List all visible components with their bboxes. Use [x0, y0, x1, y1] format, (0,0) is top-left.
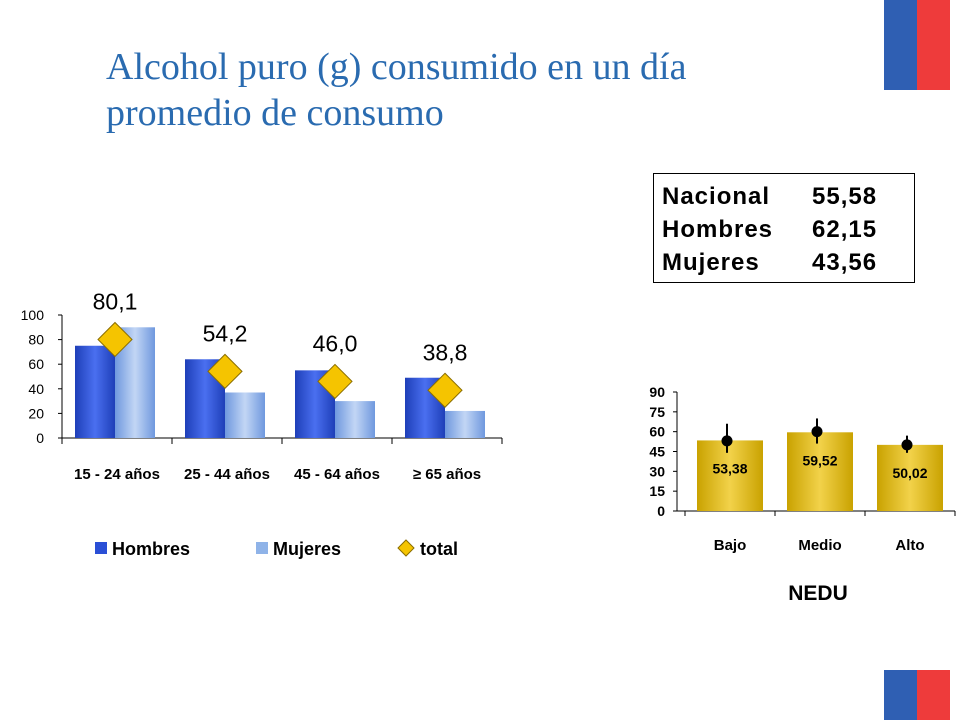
y-tick-label: 40: [28, 381, 44, 397]
data-label-total: 46,0: [313, 330, 358, 356]
legend-swatch-mujeres: [256, 542, 268, 554]
y-tick-label: 0: [657, 503, 665, 519]
y-tick-label: 90: [649, 384, 665, 400]
x-category-label: 45 - 64 años: [294, 466, 380, 483]
bar-nedu: [877, 444, 943, 511]
summary-table: Nacional 55,58 Hombres 62,15 Mujeres 43,…: [653, 173, 915, 283]
error-point: [721, 435, 733, 447]
y-tick-label: 75: [649, 404, 665, 420]
flag-red-stripe: [917, 670, 950, 720]
data-label-total: 54,2: [203, 320, 248, 346]
marker-total: [97, 321, 133, 358]
y-tick-label: 15: [649, 483, 665, 499]
legend-label-hombres: Hombres: [112, 539, 190, 559]
error-point: [811, 426, 823, 438]
flag-red-stripe: [917, 0, 950, 90]
bar-mujeres: [335, 401, 375, 438]
y-tick-label: 60: [649, 424, 665, 440]
x-category-label: Bajo: [714, 537, 747, 554]
flag-blue-stripe: [884, 0, 917, 90]
summary-row: Mujeres 43,56: [662, 246, 906, 279]
marker-total: [207, 353, 243, 390]
summary-row: Hombres 62,15: [662, 213, 906, 246]
y-tick-label: 80: [28, 332, 44, 348]
bar-nedu: [697, 440, 763, 511]
data-label-total: 80,1: [93, 288, 138, 314]
summary-row: Nacional 55,58: [662, 180, 906, 213]
marker-total: [427, 372, 463, 408]
bar-hombres: [75, 345, 115, 438]
legend-label-total: total: [420, 539, 458, 559]
x-category-label: ≥ 65 años: [413, 466, 481, 483]
slide-title: Alcohol puro (g) consumido en un día pro…: [106, 46, 687, 134]
summary-label: Nacional: [662, 183, 771, 210]
flag-decoration-top: [884, 0, 950, 90]
x-category-label: Medio: [798, 537, 841, 554]
bar-mujeres: [225, 392, 265, 438]
legend-label-mujeres: Mujeres: [273, 539, 341, 559]
data-label-nedu: 53,38: [712, 460, 747, 476]
data-label-nedu: 59,52: [802, 452, 837, 468]
x-category-label: 15 - 24 años: [74, 466, 160, 483]
data-label-total: 38,8: [423, 339, 468, 365]
y-tick-label: 45: [649, 444, 665, 460]
y-tick-label: 30: [649, 463, 665, 479]
y-tick-label: 100: [21, 307, 45, 323]
bar-nedu: [787, 432, 853, 511]
summary-value: 55,58: [812, 183, 878, 210]
summary-label: Mujeres: [662, 249, 760, 276]
bar-mujeres: [445, 410, 485, 438]
marker-total: [317, 363, 353, 400]
x-category-label: Alto: [895, 537, 924, 554]
y-tick-label: 20: [28, 405, 44, 421]
flag-decoration-bottom: [884, 670, 950, 720]
data-label-nedu: 50,02: [892, 465, 927, 481]
x-axis-title: NEDU: [788, 582, 848, 605]
error-point: [901, 439, 913, 451]
legend-marker-total: [397, 539, 415, 557]
legend-swatch-hombres: [95, 542, 107, 554]
summary-label: Hombres: [662, 216, 774, 243]
y-tick-label: 0: [36, 430, 44, 446]
flag-blue-stripe: [884, 670, 917, 720]
summary-value: 62,15: [812, 216, 878, 243]
x-category-label: 25 - 44 años: [184, 466, 270, 483]
summary-value: 43,56: [812, 249, 878, 276]
y-tick-label: 60: [28, 356, 44, 372]
